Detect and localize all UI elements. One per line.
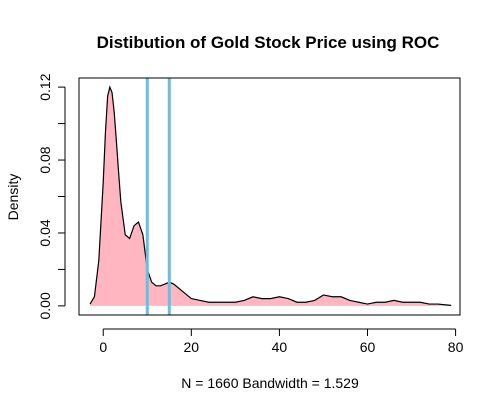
axes: 0 20 40 60 80 0.00 0.04 0.08 0.12 (37, 73, 464, 355)
x-tick-label: 0 (99, 339, 107, 355)
y-axis-label: Density (5, 174, 21, 221)
y-tick-label: 0.12 (37, 73, 53, 100)
x-tick-label: 60 (360, 339, 376, 355)
x-axis-label: N = 1660 Bandwidth = 1.529 (181, 375, 359, 391)
density-fill (90, 87, 452, 306)
x-tick-label: 20 (184, 339, 200, 355)
plot-frame (78, 77, 461, 316)
plot-area (89, 78, 452, 315)
y-tick-label: 0.04 (37, 219, 53, 246)
chart-title: Distibution of Gold Stock Price using RO… (97, 33, 440, 52)
y-tick-label: 0.00 (37, 292, 53, 319)
x-tick-label: 40 (272, 339, 288, 355)
x-tick-label: 80 (448, 339, 464, 355)
density-curve-line (89, 85, 452, 306)
y-tick-label: 0.08 (37, 146, 53, 173)
